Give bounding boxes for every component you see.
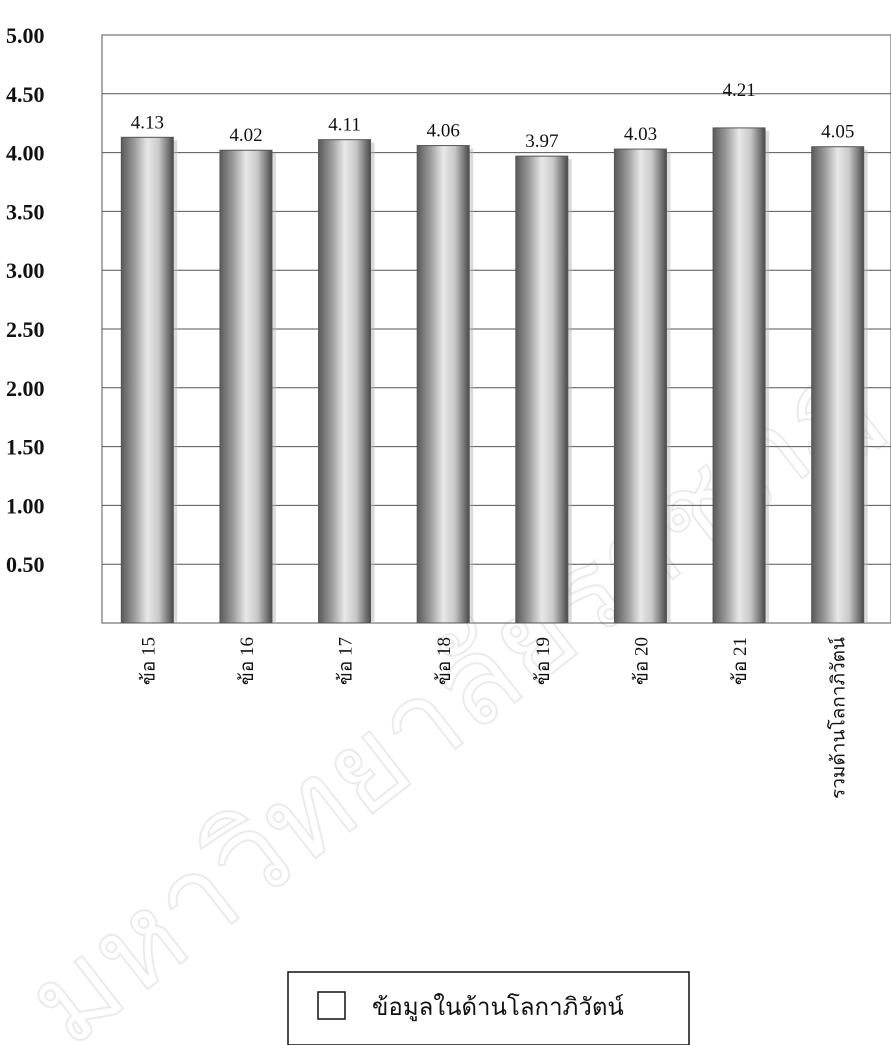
y-tick-label: 3.50: [6, 199, 45, 224]
y-tick-label: 5.00: [6, 23, 45, 48]
x-axis-tick-labels: ข้อ 15 ข้อ 16 ข้อ 17 ข้อ 18 ข้อ 19 ข้อ 20 ข้อ …: [138, 637, 849, 799]
data-label: 4.05: [821, 122, 854, 143]
bar: [120, 136, 174, 624]
bar: [811, 146, 865, 624]
y-tick-label: 2.00: [6, 376, 45, 401]
y-tick-label: 1.00: [6, 493, 45, 518]
data-label: 4.02: [229, 125, 262, 146]
y-axis-tick-labels: 0.50 1.00 1.50 2.00 2.50 3.00 3.50 4.00 4.50 5.00: [6, 23, 45, 577]
bars: [120, 127, 868, 624]
x-tick-label: ข้อ 19: [533, 637, 554, 685]
data-label: 4.13: [131, 112, 164, 133]
bar: [613, 148, 667, 624]
data-labels: 4.13 4.02 4.11 4.06 3.97 4.03 4.21 4.05: [131, 80, 855, 152]
bar: [416, 145, 470, 624]
legend-label: ข้อมูลในด้านโลกาภิวัตน์: [372, 993, 624, 1022]
y-tick-label: 2.50: [6, 317, 45, 342]
data-label: 4.11: [328, 115, 361, 136]
plot-frame: [101, 34, 891, 624]
bar: [318, 139, 372, 624]
legend-swatch: [317, 991, 346, 1020]
x-tick-label: ข้อ 20: [631, 637, 652, 685]
data-label: 4.21: [722, 80, 755, 101]
x-tick-label: ข้อ 16: [237, 637, 258, 685]
x-tick-label: ข้อ 21: [730, 637, 751, 685]
bar: [712, 127, 766, 624]
data-label: 4.03: [624, 124, 657, 145]
y-tick-label: 1.50: [6, 435, 45, 460]
bar: [219, 149, 273, 624]
y-tick-label: 4.00: [6, 141, 45, 166]
bar: [515, 155, 569, 624]
y-tick-label: 3.00: [6, 258, 45, 283]
y-tick-label: 0.50: [6, 552, 45, 577]
legend-box: [287, 971, 690, 1045]
data-label: 3.97: [525, 131, 558, 152]
legend: ข้อมูลในด้านโลกาภิวัตน์: [287, 971, 690, 1045]
x-tick-label: ข้อ 18: [434, 637, 455, 685]
x-tick-label: รวมด้านโลกาภิวัตน์: [827, 637, 850, 799]
data-label: 4.06: [427, 121, 460, 142]
x-tick-label: ข้อ 15: [138, 637, 159, 685]
x-tick-label: ข้อ 17: [336, 637, 357, 685]
y-tick-label: 4.50: [6, 82, 45, 107]
